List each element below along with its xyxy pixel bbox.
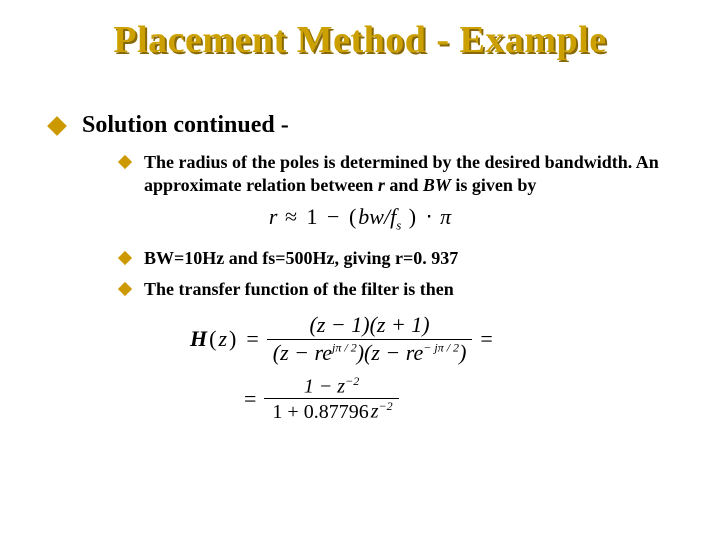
eq1-one: 1 xyxy=(305,204,320,229)
eq1-approx: ≈ xyxy=(283,204,299,229)
eq1-bw: bw/ xyxy=(358,204,390,229)
diamond-icon xyxy=(118,251,132,265)
eq1-open: ( xyxy=(347,204,358,229)
eq2-den2: 1 + 0.87796z−2 xyxy=(264,399,398,424)
equation-2: H(z) = (z − 1)(z + 1) (z − rejπ / 2)(z −… xyxy=(190,308,680,428)
heading-text: Solution continued - xyxy=(82,112,289,139)
diamond-icon xyxy=(118,282,132,296)
eq2-eq2: = xyxy=(478,326,494,352)
eq2-num2: 1 − z−2 xyxy=(298,374,365,399)
bullet-text-2: BW=10Hz and fs=500Hz, giving r=0. 937 xyxy=(144,247,458,270)
eq1-dot: ⋅ xyxy=(424,204,435,229)
diamond-icon xyxy=(47,116,67,136)
bullet-level2: BW=10Hz and fs=500Hz, giving r=0. 937 xyxy=(120,247,660,270)
eq2-den1: (z − rejπ / 2)(z − re− jπ / 2) xyxy=(267,340,473,366)
eq2-row1: H(z) = (z − 1)(z + 1) (z − rejπ / 2)(z −… xyxy=(190,312,495,365)
diamond-icon xyxy=(118,155,132,169)
equation-1: r ≈ 1 − (bw/fs ) ⋅ π xyxy=(40,204,680,233)
bullet-text-3: The transfer function of the filter is t… xyxy=(144,278,454,301)
bullet-text-1: The radius of the poles is determined by… xyxy=(144,151,660,196)
eq2-z: z xyxy=(218,326,227,351)
eq2-frac2: 1 − z−2 1 + 0.87796z−2 xyxy=(264,374,398,424)
eq2-H: H xyxy=(190,326,207,351)
bullet-level1: Solution continued - xyxy=(50,112,680,139)
slide: Placement Method - Example Solution cont… xyxy=(0,0,720,540)
eq2-frac1: (z − 1)(z + 1) (z − rejπ / 2)(z − re− jπ… xyxy=(267,312,473,365)
eq2-eq3: = xyxy=(242,386,258,412)
eq1-lhs: r xyxy=(269,204,278,229)
eq2-eq: = xyxy=(244,326,260,352)
eq2-num1: (z − 1)(z + 1) xyxy=(304,312,436,338)
bullet-level2: The transfer function of the filter is t… xyxy=(120,278,660,301)
eq1-pi: π xyxy=(440,204,451,229)
eq2-row2: = 1 − z−2 1 + 0.87796z−2 xyxy=(242,374,399,424)
bullet-level2: The radius of the poles is determined by… xyxy=(120,151,660,196)
slide-title: Placement Method - Example xyxy=(40,18,680,62)
eq1-close: ) xyxy=(407,204,418,229)
eq1-minus: − xyxy=(325,204,341,229)
eq1-sub-s: s xyxy=(396,217,401,232)
